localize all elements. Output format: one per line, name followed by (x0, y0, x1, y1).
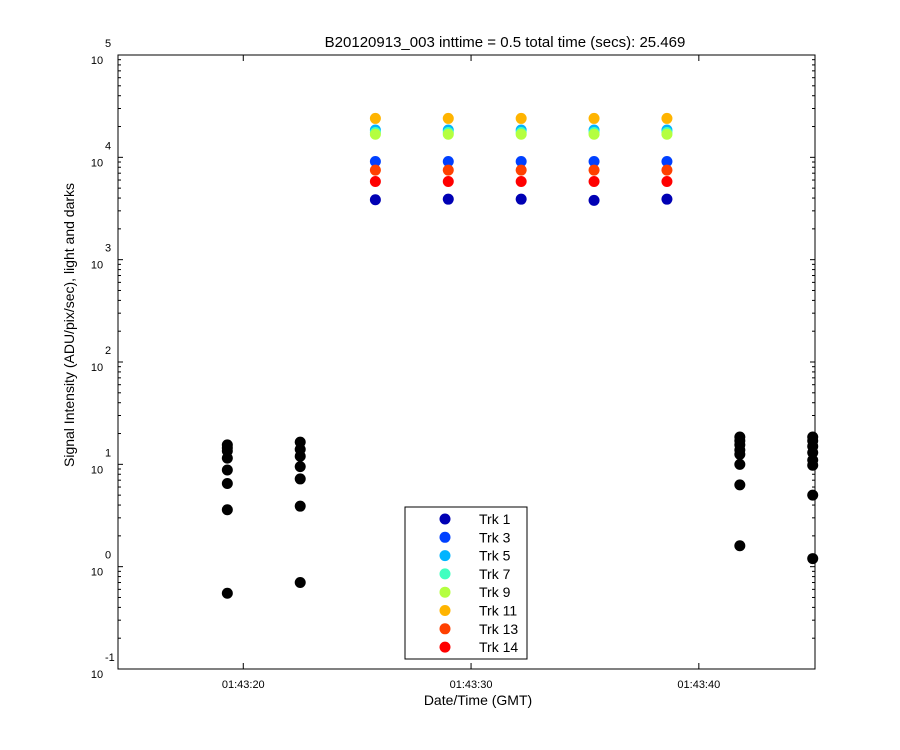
y-tick-label: 10 (91, 260, 103, 272)
y-tick-exponent: 1 (105, 447, 111, 459)
dark-point (221, 477, 233, 489)
data-point-trk-3 (369, 156, 381, 168)
data-point-trk-11 (442, 112, 454, 124)
dark-point (734, 540, 746, 552)
legend-label: Trk 11 (479, 603, 517, 619)
x-axis-label: Date/Time (GMT) (424, 692, 532, 708)
data-point-trk-9 (661, 128, 673, 140)
data-point-trk-3 (515, 156, 527, 168)
y-tick-label: 10 (91, 362, 103, 374)
data-points (221, 112, 819, 599)
dark-point (221, 504, 233, 516)
legend-label: Trk 5 (479, 548, 511, 564)
dark-point (221, 464, 233, 476)
legend-label: Trk 7 (479, 566, 511, 582)
y-tick-exponent: 3 (105, 243, 111, 255)
dark-point (221, 587, 233, 599)
data-point-trk-11 (588, 112, 600, 124)
data-point-trk-1 (442, 193, 454, 205)
dark-point (294, 473, 306, 485)
x-axis: 01:43:20 01:43:30 01:43:40 (222, 55, 720, 691)
dark-point (807, 553, 819, 565)
dark-point (294, 577, 306, 589)
data-point-trk-13 (661, 164, 673, 176)
dark-point (294, 500, 306, 512)
legend-marker (439, 605, 451, 616)
y-tick-label: 10 (91, 157, 103, 169)
data-point-trk-11 (661, 112, 673, 124)
legend-marker (439, 513, 451, 525)
x-tick-label: 01:43:40 (677, 679, 720, 691)
data-point-trk-11 (369, 112, 381, 124)
data-point-trk-1 (369, 194, 381, 206)
legend-marker (439, 531, 451, 543)
data-point-trk-1 (588, 194, 600, 206)
dark-point (221, 452, 233, 464)
y-tick-exponent: 0 (105, 550, 111, 562)
dark-point (294, 450, 306, 462)
y-tick-exponent: 4 (105, 140, 111, 152)
data-point-trk-14 (588, 176, 600, 188)
y-tick-label: 10 (91, 464, 103, 476)
data-point-trk-9 (515, 128, 527, 140)
dark-point (294, 461, 306, 473)
y-tick-exponent: 5 (105, 38, 111, 50)
dark-point (734, 448, 746, 460)
dark-point (807, 489, 819, 501)
dark-point (734, 479, 746, 491)
data-point-trk-9 (369, 128, 381, 140)
dark-point (221, 442, 233, 454)
y-tick-label: 10 (91, 55, 103, 67)
x-tick-label: 01:43:30 (450, 679, 493, 691)
legend-marker (439, 586, 451, 598)
data-point-trk-14 (369, 176, 381, 188)
legend: Trk 1 Trk 3 Trk 5 Trk 7 Trk 9 Trk 11 Trk 13 Trk… (404, 506, 528, 660)
data-point-trk-1 (661, 193, 673, 205)
y-axis-label: Signal Intensity (ADU/pix/sec), light an… (61, 183, 77, 467)
x-tick-label: 01:43:20 (222, 679, 265, 691)
data-point-trk-14 (661, 176, 673, 188)
data-point-trk-13 (588, 164, 600, 176)
legend-box (404, 506, 528, 660)
dark-point (807, 459, 819, 471)
data-point-trk-13 (369, 164, 381, 176)
dark-point (734, 458, 746, 470)
data-point-trk-3 (661, 156, 673, 168)
legend-label: Trk 1 (479, 511, 511, 527)
y-tick-exponent: -1 (105, 652, 115, 664)
legend-label: Trk 14 (479, 639, 518, 655)
data-point-trk-13 (515, 164, 527, 176)
y-tick-label: 10 (91, 567, 103, 579)
data-point-trk-13 (442, 164, 454, 176)
legend-marker (439, 550, 451, 562)
legend-marker (439, 641, 451, 653)
data-point-trk-11 (515, 112, 527, 124)
legend-label: Trk 9 (479, 584, 511, 600)
data-point-trk-9 (442, 128, 454, 140)
data-point-trk-3 (588, 156, 600, 168)
data-point-trk-14 (515, 176, 527, 188)
data-point-trk-1 (515, 193, 527, 205)
y-tick-label: 10 (91, 669, 103, 681)
legend-label: Trk 13 (479, 621, 518, 637)
data-point-trk-9 (588, 128, 600, 140)
legend-marker (439, 568, 451, 580)
y-tick-exponent: 2 (105, 345, 111, 357)
data-point-trk-3 (442, 156, 454, 168)
chart-title: B20120913_003 inttime = 0.5 total time (… (325, 34, 686, 51)
legend-label: Trk 3 (479, 529, 511, 545)
legend-marker (439, 623, 451, 635)
data-point-trk-14 (442, 176, 454, 188)
